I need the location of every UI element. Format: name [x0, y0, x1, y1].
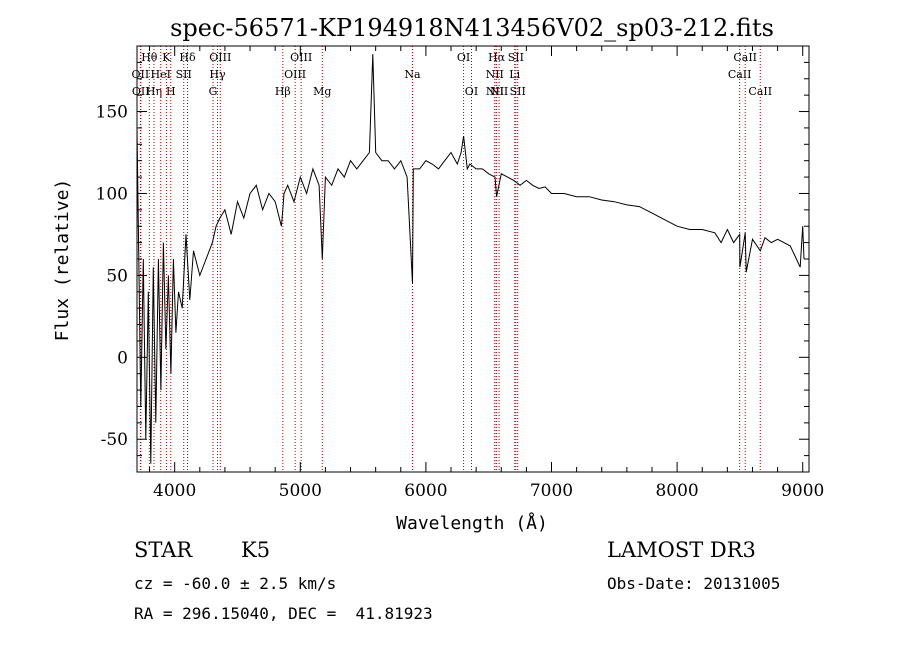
plot-frame [136, 45, 810, 473]
spectral-line-label: NII [486, 68, 504, 81]
spectral-line-markers: OIIOIIHθHηHeIKHSIIHδGHγOIIIHβOIIIOIIIMgN… [132, 46, 772, 472]
spectral-line-label: G [209, 85, 218, 98]
object-class: STAR [134, 538, 193, 562]
x-tick-label: 5000 [279, 481, 322, 501]
spectral-line-label: Hα [488, 51, 506, 64]
spectral-line-label: CaII [728, 68, 752, 81]
spectral-line-label: SII [510, 85, 526, 98]
spectral-line-label: OI [465, 85, 478, 98]
y-tick-label: 150 [96, 103, 128, 123]
chart-title: spec-56571-KP194918N413456V02_sp03-212.f… [170, 14, 774, 42]
axis-ticks: 4000 5000 6000 7000 8000 9000 -50 0 50 100 150 [96, 46, 824, 501]
spectral-line-label: Na [404, 68, 421, 81]
spectral-line-label: OII [132, 85, 150, 98]
y-tick-label: 100 [96, 184, 128, 204]
spectral-line-label: OIII [284, 68, 306, 81]
x-tick-label: 9000 [781, 481, 824, 501]
spectral-line-label: Hη [146, 85, 162, 98]
object-subclass: K5 [241, 538, 271, 562]
spectral-line-label: Hθ [141, 51, 158, 64]
spectral-line-label: NII [490, 85, 508, 98]
spectral-line-label: H [166, 85, 176, 98]
spectral-line-label: Li [509, 68, 520, 81]
redshift-value: cz = -60.0 ± 2.5 km/s [134, 574, 337, 593]
spectral-line-label: OII [132, 68, 150, 81]
spectral-line-label: K [162, 51, 171, 64]
observation-date: Obs-Date: 20131005 [607, 574, 781, 593]
x-tick-label: 7000 [530, 481, 573, 501]
sky-coordinates: RA = 296.15040, DEC = 41.81923 [134, 604, 433, 623]
x-tick-label: 4000 [153, 481, 196, 501]
y-axis-label: Flux (relative) [52, 179, 73, 342]
spectral-line-label: Hγ [209, 68, 226, 81]
spectral-line-label: SII [508, 51, 524, 64]
spectral-line-label: CaII [733, 51, 757, 64]
spectral-line-label: HeI [151, 68, 171, 81]
x-tick-label: 8000 [655, 481, 698, 501]
y-tick-label: -50 [101, 430, 128, 450]
spectral-line-label: OIII [290, 51, 312, 64]
survey-name: LAMOST DR3 [607, 538, 756, 562]
x-axis-label: Wavelength (Å) [396, 512, 548, 534]
spectral-line-label: SII [176, 68, 192, 81]
x-tick-label: 6000 [404, 481, 447, 501]
spectrum-series-line [136, 54, 805, 464]
spectral-line-label: Hδ [179, 51, 196, 64]
y-tick-label: 50 [106, 266, 128, 286]
y-tick-label: 0 [117, 348, 128, 368]
spectral-line-label: OI [457, 51, 470, 64]
spectral-line-label: OIII [209, 51, 231, 64]
spectral-line-label: CaII [748, 85, 772, 98]
spectral-line-label: Mg [313, 85, 331, 98]
spectral-line-label: Hβ [275, 85, 291, 98]
